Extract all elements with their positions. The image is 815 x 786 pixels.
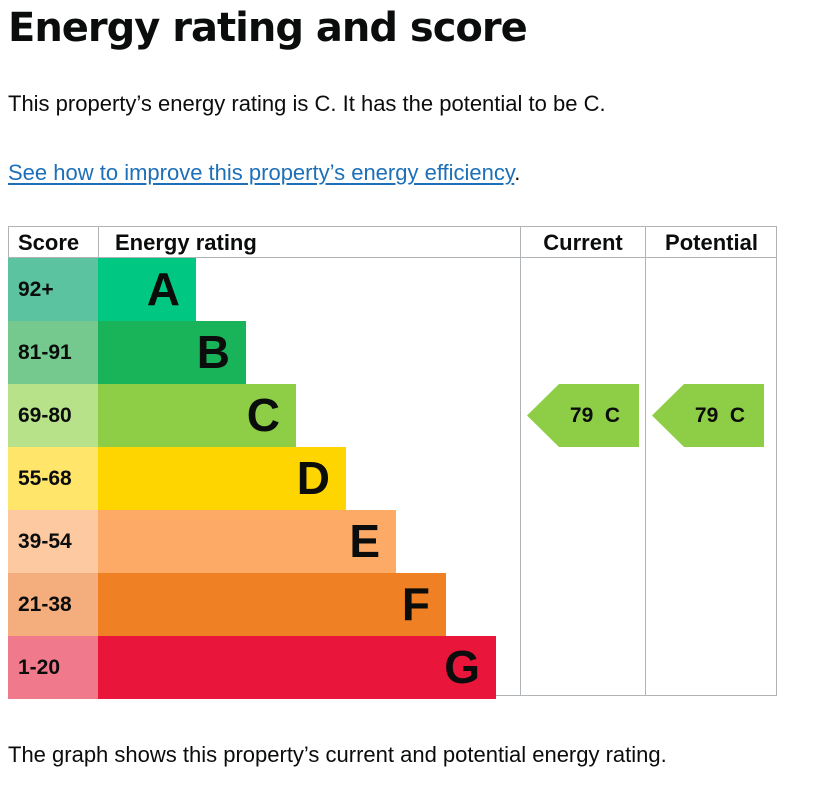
band-bar-g: G bbox=[98, 636, 496, 699]
improve-efficiency-link[interactable]: See how to improve this property’s energ… bbox=[8, 160, 515, 185]
score-column-header: Score bbox=[18, 230, 80, 255]
header-divider bbox=[8, 257, 777, 258]
band-letter-b: B bbox=[196, 326, 230, 378]
current-rating-arrow: 79 C bbox=[527, 384, 639, 447]
band-bar-c: C bbox=[98, 384, 296, 447]
potential-rating-label: 79 C bbox=[694, 404, 746, 427]
band-letter-a: A bbox=[146, 263, 180, 315]
band-score-e: 39-54 bbox=[8, 510, 98, 573]
energy-rating-graph: Score Energy rating Current Potential 92… bbox=[8, 226, 777, 699]
potential-column-divider bbox=[645, 226, 646, 696]
improve-efficiency-paragraph: See how to improve this property’s energ… bbox=[8, 158, 520, 188]
band-bar-b: B bbox=[98, 321, 246, 384]
band-bar-a: A bbox=[98, 258, 196, 321]
band-score-d: 55-68 bbox=[8, 447, 98, 510]
band-letter-d: D bbox=[296, 452, 330, 504]
potential-rating-arrow: 79 C bbox=[652, 384, 764, 447]
band-bar-f: F bbox=[98, 573, 446, 636]
band-score-c: 69-80 bbox=[8, 384, 98, 447]
band-letter-e: E bbox=[349, 515, 380, 567]
band-score-f: 21-38 bbox=[8, 573, 98, 636]
band-letter-c: C bbox=[246, 389, 280, 441]
graph-caption: The graph shows this property’s current … bbox=[8, 742, 667, 767]
band-score-b: 81-91 bbox=[8, 321, 98, 384]
current-column-header: Current bbox=[543, 230, 623, 255]
band-bar-d: D bbox=[98, 447, 346, 510]
current-column-divider bbox=[520, 226, 521, 696]
band-letter-g: G bbox=[444, 641, 480, 693]
energy-rating-column-header: Energy rating bbox=[115, 230, 257, 255]
potential-column-header: Potential bbox=[665, 230, 758, 255]
potential-arrow-shape bbox=[652, 384, 764, 447]
current-arrow-shape bbox=[527, 384, 639, 447]
energy-rating-summary: This property’s energy rating is C. It h… bbox=[8, 91, 606, 116]
score-column-divider bbox=[98, 226, 99, 258]
band-score-g: 1-20 bbox=[8, 636, 98, 699]
page-title: Energy rating and score bbox=[8, 5, 528, 51]
band-score-a: 92+ bbox=[8, 258, 98, 321]
current-rating-label: 79 C bbox=[569, 404, 621, 427]
band-bar-e: E bbox=[98, 510, 396, 573]
improve-link-suffix: . bbox=[514, 160, 521, 185]
band-letter-f: F bbox=[401, 578, 430, 630]
